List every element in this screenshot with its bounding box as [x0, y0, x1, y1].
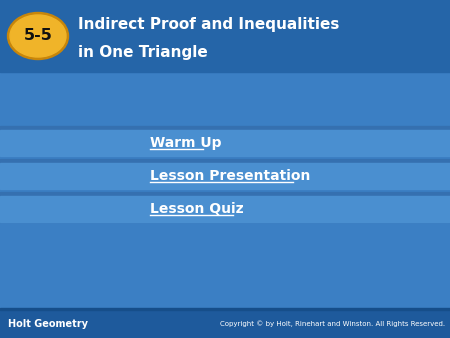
Text: Warm Up: Warm Up — [150, 136, 221, 150]
Ellipse shape — [10, 15, 66, 57]
Bar — [0, 192, 450, 196]
Bar — [0, 185, 450, 189]
Text: 5-5: 5-5 — [23, 28, 53, 44]
Bar — [0, 130, 450, 156]
Bar — [0, 163, 450, 189]
Bar — [0, 152, 450, 156]
Text: Lesson Quiz: Lesson Quiz — [150, 202, 243, 216]
Text: Lesson Presentation: Lesson Presentation — [150, 169, 310, 183]
Bar — [0, 310, 450, 338]
Bar — [0, 308, 450, 310]
Bar — [0, 196, 450, 222]
Bar — [0, 218, 450, 222]
Ellipse shape — [8, 13, 68, 59]
Bar — [0, 0, 450, 72]
Bar — [0, 159, 450, 163]
Text: in One Triangle: in One Triangle — [78, 45, 208, 59]
Text: Indirect Proof and Inequalities: Indirect Proof and Inequalities — [78, 17, 339, 31]
Text: Holt Geometry: Holt Geometry — [8, 319, 88, 329]
Bar — [0, 126, 450, 130]
Text: Copyright © by Holt, Rinehart and Winston. All Rights Reserved.: Copyright © by Holt, Rinehart and Winsto… — [220, 321, 445, 327]
